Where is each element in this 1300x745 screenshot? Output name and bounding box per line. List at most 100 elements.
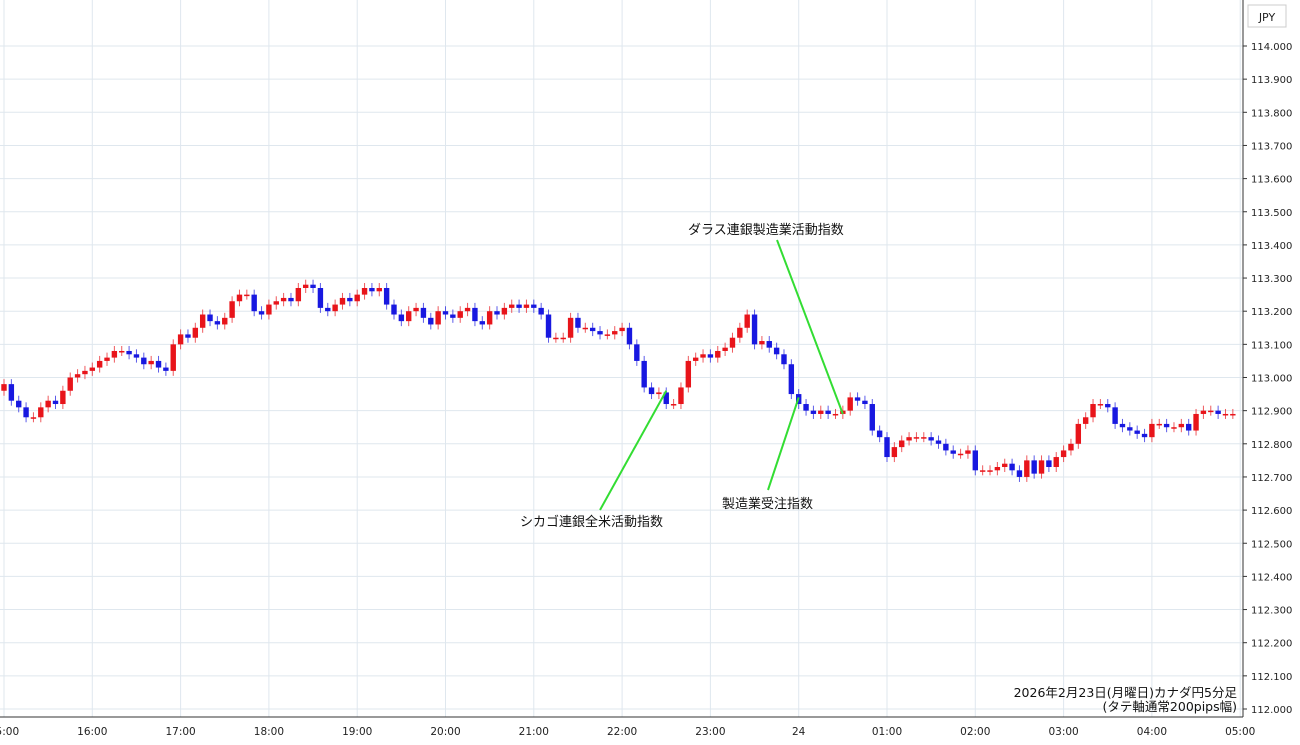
candle [376,282,382,297]
candle-body [575,317,581,328]
x-tick-label: 04:00 [1137,726,1167,738]
y-tick-label: 113.400 [1251,241,1292,252]
candle-body [155,360,162,368]
x-tick-label: 17:00 [165,726,195,738]
candle [516,299,522,313]
candle-body [891,447,898,458]
candle-body [1185,423,1192,431]
candle-body [803,404,809,411]
candle-body [501,307,508,315]
candle-body [1200,410,1207,414]
candle-body [773,347,780,355]
candle-body [1053,457,1059,468]
candle-body [987,470,993,472]
candle-body [74,374,81,378]
currency-box [1247,4,1287,28]
candle [501,302,508,320]
candle [1127,422,1133,436]
y-tick-label: 113.200 [1251,307,1292,318]
candle [744,309,750,333]
candle-body [104,357,110,361]
candle [545,309,552,343]
candle-body [906,437,912,441]
y-tick-label: 112.000 [1251,705,1292,716]
candle [450,309,456,323]
x-tick-label: 15:00 [0,726,19,738]
candle-body [729,337,736,348]
candle-body [8,384,15,401]
candle-body [111,350,118,358]
candle-body [1075,423,1082,444]
candle-body [1215,410,1221,414]
candle-body [251,294,257,312]
candle-body [1222,413,1229,416]
annotation-pointer [767,397,800,491]
candle [678,382,684,410]
candle [420,302,427,323]
candle-body [935,440,942,444]
candle [913,432,920,443]
candle-body [1024,460,1030,477]
candle [582,322,589,333]
candle-body [1060,450,1067,458]
candle-body [1105,404,1111,408]
candle [972,445,978,476]
candle [251,289,257,317]
candle-body [1016,470,1023,477]
candle [23,402,29,423]
candle-body [479,321,485,325]
candle-body [692,357,699,361]
candle [656,387,662,400]
candle [428,312,434,330]
candle [670,399,677,410]
candle [854,392,861,406]
candle [339,292,346,310]
candle [957,448,964,459]
candle [700,349,706,363]
candle-body [310,284,316,288]
y-tick-label: 112.100 [1251,672,1292,683]
candle [1031,455,1037,479]
candle [244,289,250,300]
candle [759,336,765,350]
candle-body [656,392,662,395]
candle [1002,458,1008,473]
candle-body [597,331,603,335]
candle [1016,465,1023,482]
candle-body [685,360,692,388]
candle [1134,425,1140,439]
x-tick-label: 03:00 [1048,726,1078,738]
candle [111,345,118,363]
candle-body [1002,463,1008,468]
candle-body [38,407,44,418]
candle [1171,422,1177,433]
candle-body [369,287,375,292]
candle [641,355,647,393]
candle [391,299,397,320]
candle [715,345,721,363]
candle [332,299,338,317]
candle-body [1068,443,1074,451]
x-tick-label: 24 [792,726,806,738]
candle [30,412,37,423]
candle [847,392,853,416]
x-tick-label: 23:00 [695,726,725,738]
candle [185,329,191,343]
annotation-label: シカゴ連銀全米活動指数 [520,514,663,530]
candle-body [788,364,795,395]
candle-body [678,387,684,405]
candle-body [244,294,250,297]
candle [803,399,809,416]
candle-body [538,307,544,315]
candle [567,312,574,343]
candle [398,309,405,327]
candle [192,322,199,343]
candle-body [1038,460,1045,474]
candle-body [258,311,265,315]
candle [825,405,831,419]
candle-body [170,344,176,371]
candle [1230,408,1236,419]
candle-body [663,392,669,405]
candle [648,382,655,400]
candle [464,302,471,317]
